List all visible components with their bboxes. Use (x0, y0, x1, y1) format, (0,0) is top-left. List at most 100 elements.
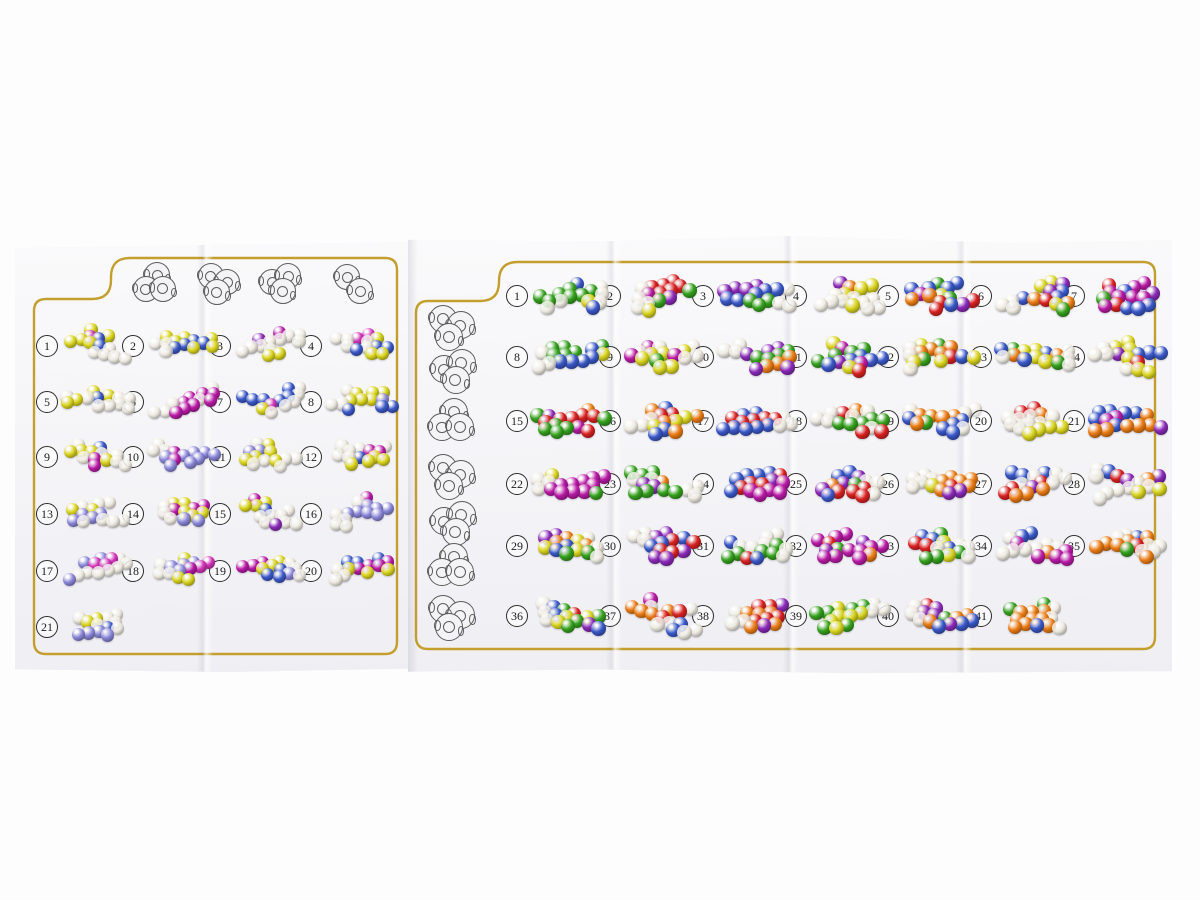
clear-ball (108, 350, 122, 364)
blue-ball (761, 417, 776, 433)
yellow-ball (652, 360, 668, 375)
clear-ball (265, 405, 279, 419)
clear-ball (876, 601, 891, 617)
clear-ball (1119, 361, 1134, 377)
purple-ball (647, 549, 663, 565)
bead-cluster (529, 387, 613, 455)
outline-ball-icon (440, 365, 471, 394)
green-ball (597, 411, 612, 426)
green-ball (549, 424, 565, 440)
periwinkle-ball (62, 572, 77, 587)
bead-cluster (59, 594, 137, 656)
yellow-ball (354, 393, 368, 407)
clear-ball (163, 512, 177, 526)
clear-ball (98, 347, 112, 362)
clear-ball (688, 623, 703, 638)
clear-ball (91, 566, 105, 580)
clear-ball (339, 519, 353, 534)
bead-cluster (232, 369, 310, 431)
clear-ball (236, 344, 250, 358)
purple-ball (756, 618, 772, 633)
green-ball (817, 620, 832, 635)
clear-ball (677, 350, 693, 366)
green-ball (588, 485, 604, 501)
bead-cluster (145, 538, 223, 600)
green-ball (559, 546, 574, 561)
item-number-badge: 29 (506, 535, 528, 557)
clear-ball (77, 514, 91, 528)
bead-cluster (715, 450, 799, 518)
clear-ball (1006, 300, 1021, 316)
blue-ball (260, 567, 275, 581)
clear-ball (1017, 542, 1033, 557)
purple-ball (941, 485, 957, 500)
orange-ball (1041, 618, 1056, 633)
clear-ball (870, 475, 885, 490)
blue-ball (726, 420, 742, 435)
orange-ball (668, 424, 683, 439)
clear-ball (772, 418, 788, 433)
magenta-ball (852, 550, 867, 565)
clear-ball (809, 411, 824, 426)
orange-ball (1019, 486, 1035, 501)
bead-cluster (715, 262, 799, 330)
yellow-ball (361, 454, 375, 468)
orange-ball (1099, 422, 1114, 437)
clear-ball (121, 402, 135, 416)
blue-ball (591, 621, 606, 636)
clear-ball (995, 297, 1010, 313)
item-number-badge: 12 (300, 446, 322, 468)
green-ball (720, 550, 736, 565)
outline-ball-icon (434, 322, 465, 351)
clear-ball (91, 399, 105, 413)
clear-ball (329, 572, 343, 586)
item-number-badge: 9 (36, 446, 58, 468)
blue-ball (769, 282, 784, 297)
bead-cluster (323, 424, 401, 486)
item-number-badge: 17 (36, 560, 58, 582)
yellow-ball (641, 303, 657, 318)
bead-cluster (323, 538, 401, 600)
magenta-ball (1124, 289, 1140, 304)
orange-ball (1143, 417, 1158, 433)
yellow-ball (1142, 364, 1157, 380)
blue-ball (1029, 618, 1045, 633)
green-ball (843, 416, 858, 431)
yellow-ball (1152, 481, 1167, 497)
blue-ball (946, 425, 961, 440)
yellow-ball (377, 453, 391, 467)
item-number-badge: 21 (36, 616, 58, 638)
clear-ball (77, 451, 91, 465)
bead-cluster (529, 512, 613, 580)
item-number-badge: 5 (36, 391, 58, 413)
clear-ball (782, 298, 797, 314)
green-ball (875, 412, 891, 428)
bead-cluster (715, 323, 799, 391)
clear-ball (292, 334, 306, 349)
clear-ball (871, 300, 887, 315)
fold-shadow (408, 236, 418, 673)
orange-ball (689, 408, 705, 424)
orange-ball (759, 358, 774, 373)
clear-ball (1061, 358, 1077, 373)
clear-ball (677, 625, 692, 640)
blue-ball (1087, 411, 1103, 427)
clear-ball (589, 549, 604, 565)
bead-cluster (808, 582, 892, 650)
clear-ball (650, 617, 665, 632)
clear-ball (995, 546, 1010, 561)
red-ball (919, 538, 934, 553)
purple-ball (676, 543, 691, 559)
yellow-ball (668, 413, 683, 429)
periwinkle-ball (82, 626, 96, 640)
orange-ball (1018, 616, 1033, 632)
red-ball (874, 424, 889, 439)
purple-ball (774, 598, 789, 613)
periwinkle-ball (177, 512, 191, 526)
clear-ball (687, 488, 703, 503)
blue-ball (386, 399, 400, 413)
clear-ball (148, 405, 162, 419)
bead-cluster (529, 262, 613, 330)
clear-ball (102, 495, 116, 509)
bead-cluster (808, 512, 892, 580)
